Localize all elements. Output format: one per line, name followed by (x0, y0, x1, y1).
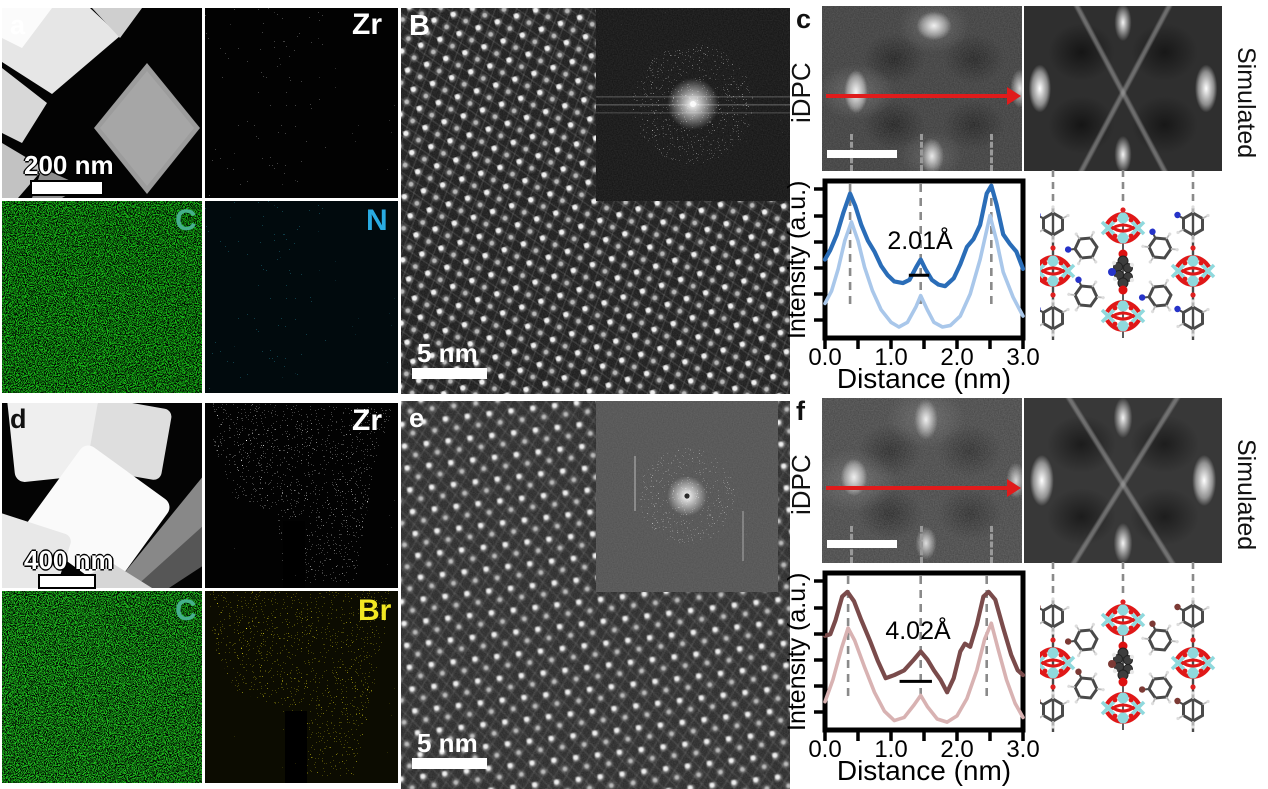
panel-label-a: a (10, 10, 26, 40)
intensity-plot-c (814, 178, 1026, 349)
xtick-c-3: 3.0 (1006, 344, 1040, 371)
panel-d-stem-image (2, 403, 202, 588)
map-label-br-d: Br (358, 594, 392, 627)
map-label-zr-d: Zr (352, 404, 382, 437)
scalebar-text-e: 5 nm (417, 728, 478, 758)
xtick-f-1: 1.0 (874, 736, 908, 763)
simulated-label-c: Simulated (1232, 46, 1260, 159)
xtick-c-2: 2.0 (940, 344, 974, 371)
scalebar-text-b: 5 nm (417, 338, 478, 368)
x-ticks-f (823, 730, 1025, 741)
y-axis-label-f: Intensity (a.u.) (783, 572, 811, 732)
idpc-image-c (822, 6, 1022, 171)
xtick-c-1: 1.0 (874, 344, 908, 371)
eds-zr-d-graphic (205, 403, 398, 588)
panel-d-map-zr (205, 403, 398, 588)
mof-framework-f (1040, 595, 1214, 732)
map-label-zr-a: Zr (352, 8, 382, 41)
panel-label-c: c (796, 4, 812, 34)
panel-d-map-c (2, 591, 202, 783)
guide-dash-idpc-f-2 (920, 526, 923, 563)
eds-c-a-graphic (2, 201, 202, 393)
y-axis-label-c: Intensity (a.u.) (783, 180, 811, 340)
map-label-c-a: C (175, 204, 197, 237)
scalebar-text-a: 200 nm (24, 150, 114, 180)
eds-c-d-graphic (2, 591, 202, 783)
y-ticks-c (814, 187, 825, 322)
guide-dash-idpc-c-2 (920, 134, 923, 171)
panel-label-b: B (409, 10, 430, 42)
curve-dark-c (822, 183, 1026, 289)
annotation-text-f: 4.02Å (885, 617, 951, 645)
x-axis-label-f: Distance (nm) (836, 755, 1012, 786)
scalebar-d (38, 574, 96, 589)
fft-e-graphic (596, 401, 778, 592)
stem-cubes-graphic (2, 403, 202, 588)
panel-a-map-zr (205, 8, 398, 198)
scalebar-text-d: 400 nm (24, 545, 114, 575)
scalebar-b (412, 368, 487, 379)
map-label-n-a: N (366, 204, 388, 237)
structure-model-f (1040, 562, 1230, 732)
xtick-f-0: 0.0 (808, 736, 842, 763)
y-ticks-f (814, 579, 825, 714)
panel-label-f: f (796, 396, 805, 426)
plot-frame-c (822, 178, 1026, 341)
line-profile-arrow-f (826, 479, 1021, 497)
simulated-label-f: Simulated (1232, 438, 1260, 551)
eds-n-a-graphic (205, 201, 398, 393)
curve-light-f (823, 621, 1025, 724)
panel-b-fft-inset (596, 8, 790, 201)
eds-zr-a-graphic (205, 8, 398, 198)
idpc-image-f (822, 398, 1022, 563)
simulated-image-c (1024, 6, 1222, 171)
xtick-f-3: 3.0 (1006, 736, 1040, 763)
panel-label-d: d (10, 404, 27, 434)
idpc-label-f: iDPC (786, 454, 816, 516)
scalebar-e (412, 758, 487, 769)
panel-a-map-c (2, 201, 202, 393)
curve-light-c (823, 213, 1025, 329)
xtick-c-0: 0.0 (808, 344, 842, 371)
curve-dark-f (822, 589, 1026, 695)
scalebar-a (30, 180, 104, 196)
x-axis-label-c: Distance (nm) (836, 363, 1012, 394)
annotation-text-c: 2.01Å (887, 227, 953, 255)
idpc-label-c: iDPC (786, 62, 816, 124)
x-ticks-c (823, 338, 1025, 349)
line-profile-arrow-c (826, 87, 1021, 105)
structure-model-c (1040, 170, 1230, 340)
xtick-f-2: 2.0 (940, 736, 974, 763)
panel-a-map-n (205, 201, 398, 393)
eds-br-d-graphic (205, 591, 398, 783)
panel-label-e: e (409, 403, 425, 433)
panel-e-fft-inset (596, 401, 778, 592)
guide-dash-idpc-c-3 (990, 134, 993, 171)
intensity-plot-f (814, 570, 1026, 741)
fft-b-graphic (596, 8, 790, 201)
scalebar-idpc-f (827, 540, 897, 548)
scalebar-idpc-c (827, 150, 897, 158)
simulated-image-f (1024, 398, 1222, 563)
mof-framework-c (1040, 203, 1214, 340)
panel-d-map-br (205, 591, 398, 783)
map-label-c-d: C (175, 594, 197, 627)
guide-dash-idpc-f-3 (990, 526, 993, 563)
